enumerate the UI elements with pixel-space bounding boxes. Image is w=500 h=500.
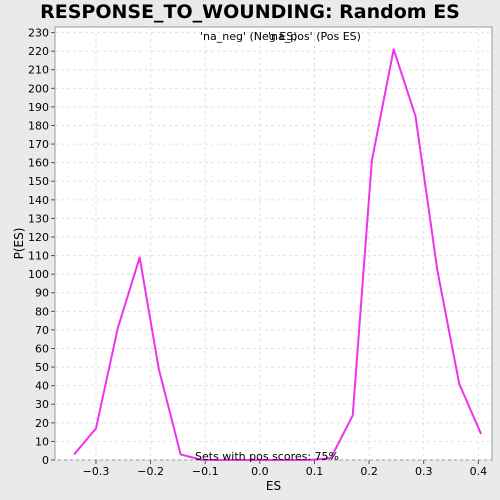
y-tick-label: 230: [28, 27, 49, 40]
y-tick-label: 140: [28, 194, 49, 207]
axes: 0 10 20 30 40 50 60 70 80 90 100 110 120 130 140 150 160…: [28, 27, 487, 478]
x-tick-label: 0.0: [251, 465, 269, 478]
y-tick-label: 180: [28, 119, 49, 132]
y-tick-label: 150: [28, 175, 49, 188]
y-tick-label: 100: [28, 268, 49, 281]
y-tick-label: 200: [28, 82, 49, 95]
legend-entry-pos: 'na_pos' (Pos ES): [268, 30, 361, 43]
y-tick-label: 190: [28, 101, 49, 114]
y-tick-label: 20: [35, 417, 49, 430]
series-layer: [73, 48, 482, 461]
x-tick-label: 0.3: [415, 465, 433, 478]
y-tick-label: 10: [35, 435, 49, 448]
y-axis-label: P(ES): [12, 228, 26, 260]
x-tick-label: 0.2: [360, 465, 378, 478]
y-tick-label: 170: [28, 138, 49, 151]
y-tick-label: 90: [35, 287, 49, 300]
y-tick-label: 70: [35, 324, 49, 337]
y-tick-label: 40: [35, 380, 49, 393]
grid: [55, 27, 492, 461]
es-distribution-line: [73, 48, 482, 461]
y-tick-label: 120: [28, 231, 49, 244]
y-tick-label: 80: [35, 305, 49, 318]
y-tick-label: 210: [28, 64, 49, 77]
x-axis-label: ES: [266, 479, 281, 493]
plot-area: [54, 26, 493, 461]
y-tick-label: 160: [28, 157, 49, 170]
y-tick-label: 0: [42, 454, 49, 467]
pos-score-annotation: Sets with pos scores: 75%: [195, 450, 339, 463]
x-tick-label: −0.2: [137, 465, 164, 478]
y-tick-label: 110: [28, 250, 49, 263]
y-tick-label: 130: [28, 212, 49, 225]
x-tick-label: 0.4: [470, 465, 488, 478]
y-tick-label: 60: [35, 342, 49, 355]
legend-entry-neg: 'na_neg' (Neg ES): [200, 30, 297, 43]
y-tick-label: 50: [35, 361, 49, 374]
x-tick-label: −0.3: [83, 465, 110, 478]
y-tick-label: 220: [28, 45, 49, 58]
x-tick-label: 0.1: [306, 465, 324, 478]
y-tick-label: 30: [35, 398, 49, 411]
x-tick-label: −0.1: [192, 465, 219, 478]
